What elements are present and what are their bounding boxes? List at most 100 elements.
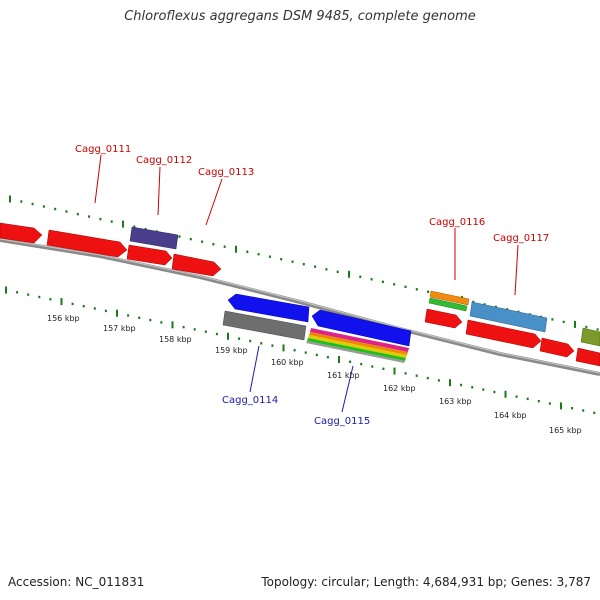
major-tick (449, 379, 451, 387)
minor-tick (493, 390, 496, 394)
major-tick (338, 356, 340, 363)
ruler-label: 157 kbp (103, 324, 136, 333)
gene-cagg-0114-arrow[interactable] (227, 293, 310, 323)
leader-cagg-0114 (249, 345, 260, 393)
minor-tick (596, 328, 599, 331)
minor-tick (582, 409, 585, 412)
gene-label-cagg-0111[interactable]: Cagg_0111 (75, 144, 131, 155)
minor-tick (49, 298, 52, 301)
minor-tick (88, 215, 91, 218)
gene-cagg-0117[interactable] (469, 301, 548, 333)
gene-cagg-0116-a[interactable] (429, 290, 470, 306)
minor-tick (371, 365, 374, 368)
major-tick (235, 245, 237, 253)
ruler-labels: 156 kbp 157 kbp 158 kbp 159 kbp 160 kbp … (47, 314, 582, 435)
minor-tick (215, 332, 218, 336)
ruler-label: 161 kbp (327, 371, 360, 380)
minor-tick (304, 351, 307, 354)
gene-cagg-0115-b[interactable] (309, 332, 408, 355)
minor-tick (27, 293, 30, 296)
minor-tick (359, 275, 362, 278)
minor-tick (212, 243, 215, 246)
minor-tick (537, 400, 540, 403)
minor-tick (426, 376, 429, 380)
minor-tick (238, 337, 241, 340)
major-tick (171, 321, 174, 329)
gene-cagg-0114[interactable] (222, 310, 307, 341)
minor-tick (314, 265, 317, 268)
gene-label-cagg-0117[interactable]: Cagg_0117 (493, 233, 549, 244)
minor-tick (315, 353, 318, 357)
minor-tick (76, 212, 79, 216)
minor-tick (204, 330, 207, 333)
forward-genes (0, 222, 600, 367)
gene-cagg-0115-arrow[interactable] (311, 309, 412, 347)
gene-cagg-0112[interactable] (129, 226, 179, 250)
gene-label-cagg-0115[interactable]: Cagg_0115 (314, 416, 370, 427)
gene-cagg-0115-e[interactable] (306, 341, 405, 363)
sequence-backbone-highlight (0, 238, 600, 374)
minor-tick (483, 303, 486, 306)
minor-tick (471, 386, 474, 389)
minor-tick (349, 360, 352, 363)
major-tick (574, 320, 576, 328)
leader-cagg-0111 (94, 154, 102, 204)
major-tick (282, 344, 285, 352)
map-title: Chloroflexus aggregans DSM 9485, complet… (124, 9, 476, 24)
minor-tick (280, 258, 283, 261)
gene-arrow[interactable] (0, 222, 43, 244)
sequence-backbone (0, 238, 600, 376)
gene-cagg-0113[interactable] (171, 253, 222, 277)
gene-label-leaders (94, 154, 519, 413)
minor-tick (437, 379, 440, 382)
minor-tick (178, 235, 181, 238)
gene-cagg-0115-d[interactable] (307, 338, 406, 361)
gene-label-cagg-0114[interactable]: Cagg_0114 (222, 395, 278, 406)
minor-tick (65, 210, 68, 213)
minor-tick (336, 270, 339, 273)
leader-cagg-0115 (341, 365, 354, 413)
gene-cagg-0115-c[interactable] (308, 335, 407, 358)
ruler-label: 165 kbp (549, 426, 582, 435)
ruler-label: 163 kbp (439, 397, 472, 406)
minor-tick (104, 309, 107, 313)
minor-tick (71, 302, 74, 306)
minor-tick (268, 255, 271, 258)
minor-tick (110, 220, 113, 223)
major-tick (560, 402, 562, 410)
gene-arrow[interactable] (580, 327, 600, 347)
minor-tick (526, 397, 529, 401)
minor-tick (20, 200, 23, 203)
minor-tick (370, 278, 373, 281)
minor-tick (182, 325, 185, 329)
minor-tick (427, 290, 430, 293)
ruler-label: 160 kbp (271, 358, 304, 367)
gene-label-cagg-0116[interactable]: Cagg_0116 (429, 217, 485, 228)
minor-tick (249, 339, 252, 343)
gene-cagg-0117-strand2[interactable] (465, 319, 542, 349)
major-tick (60, 298, 63, 306)
gene-arrow[interactable] (575, 347, 600, 367)
ruler-label: 158 kbp (159, 335, 192, 344)
minor-tick (382, 367, 385, 370)
minor-tick (138, 316, 141, 319)
genome-stats-text: Topology: circular; Length: 4,684,931 bp… (261, 575, 591, 589)
gene-label-cagg-0113[interactable]: Cagg_0113 (198, 167, 254, 178)
minor-tick (16, 291, 19, 294)
minor-tick (99, 217, 102, 221)
gene-label-cagg-0112[interactable]: Cagg_0112 (136, 155, 192, 166)
minor-tick (223, 245, 226, 248)
ruler-label: 159 kbp (215, 346, 248, 355)
gene-arrow[interactable] (46, 229, 128, 258)
gene-cagg-0112-strand2[interactable] (126, 244, 173, 266)
minor-tick (415, 374, 418, 377)
gene-arrow[interactable] (539, 337, 575, 358)
scale-ruler-ticks (5, 286, 596, 414)
gene-cagg-0115-a[interactable] (310, 328, 409, 352)
minor-tick (460, 383, 463, 387)
minor-tick (189, 237, 192, 241)
gene-arrow[interactable] (424, 308, 463, 329)
gene-cagg-0116-b[interactable] (428, 297, 468, 312)
